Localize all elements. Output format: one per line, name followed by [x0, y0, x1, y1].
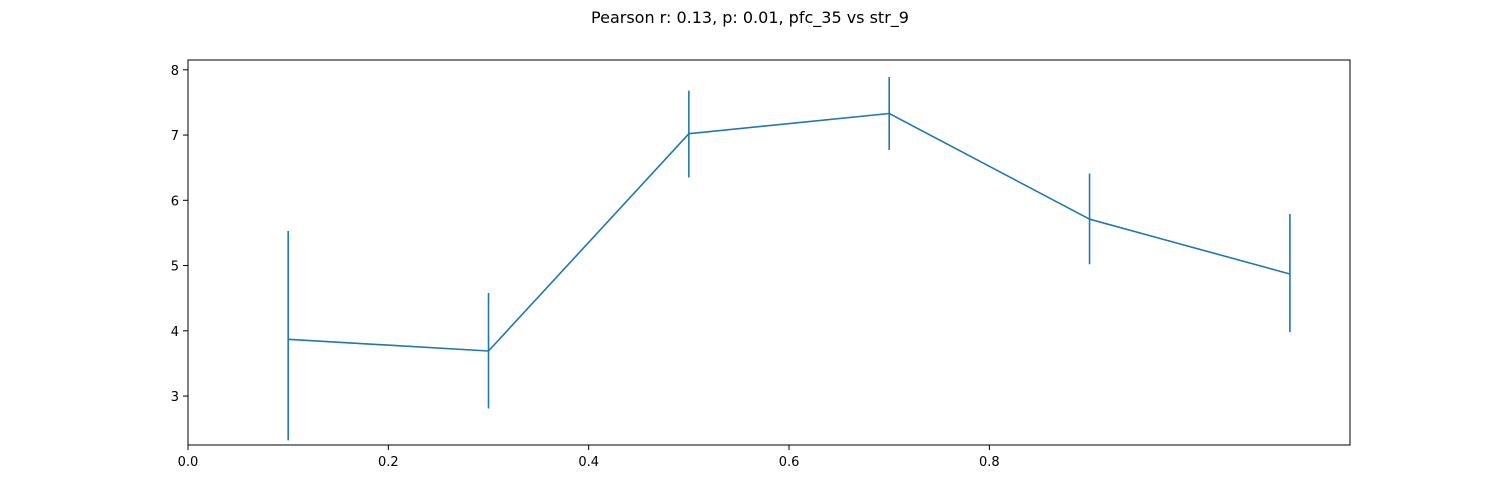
y-tick-label: 5: [171, 260, 179, 275]
x-axis: 0.0 0.2 0.4 0.6 0.8: [178, 445, 1000, 470]
y-tick-label: 3: [171, 390, 179, 405]
chart-title: Pearson r: 0.13, p: 0.01, pfc_35 vs str_…: [591, 8, 909, 28]
x-tick-label: 0.8: [979, 455, 1000, 470]
y-tick-label: 6: [171, 194, 179, 209]
y-tick-label: 4: [171, 325, 179, 340]
plot-frame: [187, 59, 1351, 446]
x-tick-label: 0.0: [178, 455, 199, 470]
y-tick-label: 8: [171, 64, 179, 79]
series-layer: [287, 76, 1291, 441]
y-tick-label: 7: [171, 129, 179, 144]
x-tick-label: 0.2: [378, 455, 399, 470]
x-tick-label: 0.4: [578, 455, 599, 470]
y-axis: 3 4 5 6 7 8: [171, 64, 188, 405]
x-tick-label: 0.6: [779, 455, 800, 470]
series-line: [288, 112, 1291, 352]
